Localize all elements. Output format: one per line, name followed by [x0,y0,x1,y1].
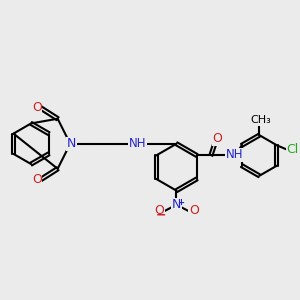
Text: N: N [172,198,181,211]
Text: −: − [156,208,166,221]
Text: O: O [154,205,164,218]
Text: +: + [177,198,184,207]
Text: O: O [189,205,199,218]
Text: CH₃: CH₃ [250,116,271,125]
Text: Cl: Cl [286,143,299,157]
Text: O: O [32,173,42,186]
Text: N: N [67,137,76,150]
Text: NH: NH [226,148,243,161]
Text: O: O [32,101,42,114]
Text: NH: NH [129,137,146,150]
Text: O: O [212,132,222,146]
